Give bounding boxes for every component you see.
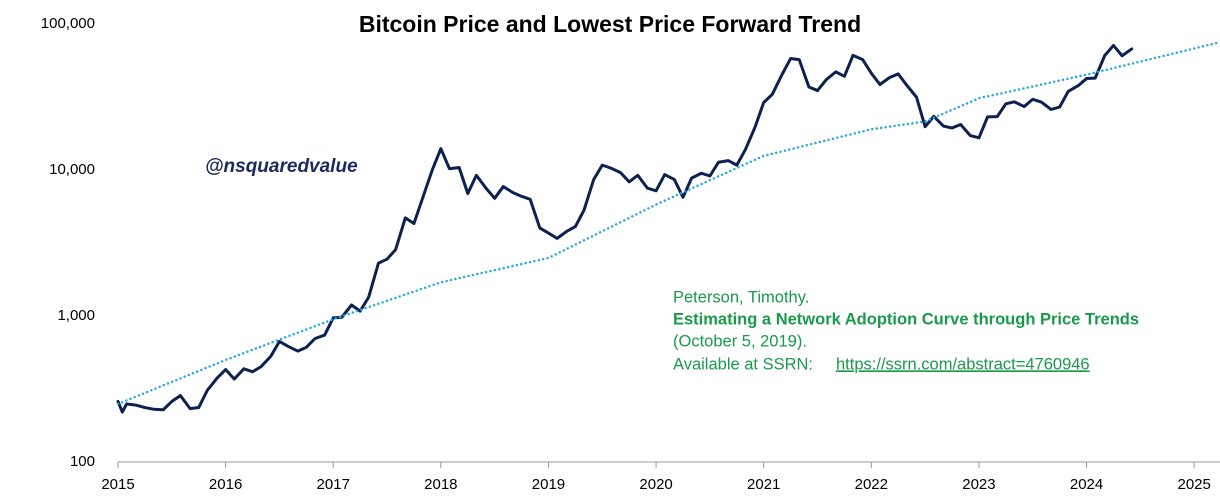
handle-annotation: @nsquaredvalue <box>205 156 358 177</box>
citation-availability: Available at SSRN: <box>673 355 813 373</box>
x-tick-label: 2025 <box>1177 476 1210 493</box>
x-tick-label: 2021 <box>747 476 780 493</box>
x-tick-label: 2022 <box>855 476 888 493</box>
price-line <box>116 43 1134 414</box>
trend-line <box>116 40 1220 406</box>
x-tick-label: 2016 <box>209 476 242 493</box>
x-tick-label: 2023 <box>962 476 995 493</box>
y-tick-label: 100,000 <box>41 15 95 32</box>
x-tick-label: 2018 <box>424 476 457 493</box>
y-tick-label: 100 <box>70 453 95 470</box>
x-tick-label: 2024 <box>1070 476 1103 493</box>
x-tick-label: 2019 <box>532 476 565 493</box>
y-tick-label: 10,000 <box>49 161 95 178</box>
citation-title: Estimating a Network Adoption Curve thro… <box>673 310 1139 328</box>
x-tick-label: 2017 <box>317 476 350 493</box>
citation: Peterson, Timothy. Estimating a Network … <box>673 288 1139 373</box>
y-tick-label: 1,000 <box>57 307 95 324</box>
citation-link[interactable]: https://ssrn.com/abstract=4760946 <box>836 355 1090 373</box>
x-tick-label: 2020 <box>639 476 672 493</box>
x-tick-label: 2015 <box>101 476 134 493</box>
chart-title: Bitcoin Price and Lowest Price Forward T… <box>359 11 861 37</box>
citation-date: (October 5, 2019). <box>673 332 807 350</box>
citation-author: Peterson, Timothy. <box>673 288 809 306</box>
